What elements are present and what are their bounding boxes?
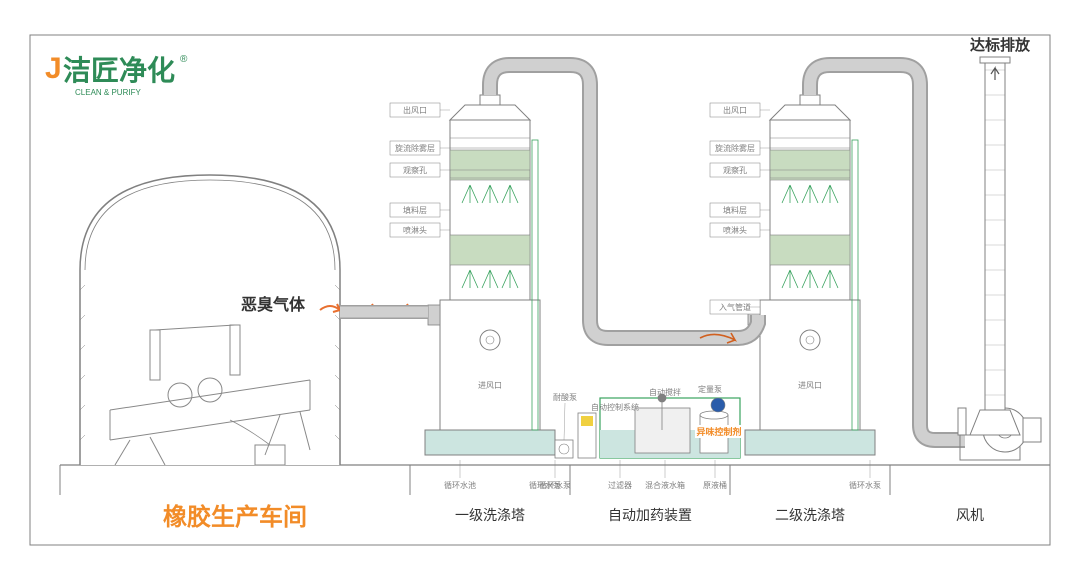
label-box: 填料层 <box>710 203 760 217</box>
label-box: 旋流除雾层 <box>710 141 760 155</box>
exhaust-stack <box>970 57 1020 435</box>
svg-text:风机: 风机 <box>956 507 984 523</box>
svg-text:循环水泵: 循环水泵 <box>849 480 881 490</box>
svg-text:自动搅拌: 自动搅拌 <box>649 387 681 397</box>
svg-text:恶臭气体: 恶臭气体 <box>241 295 306 314</box>
svg-text:过滤器: 过滤器 <box>608 480 632 490</box>
svg-text:原液桶: 原液桶 <box>703 480 727 490</box>
label-box: 喷淋头 <box>390 223 440 237</box>
label-box: 旋流除雾层 <box>390 141 440 155</box>
svg-text:出风口: 出风口 <box>403 105 427 115</box>
svg-text:CLEAN & PURIFY: CLEAN & PURIFY <box>75 88 141 97</box>
svg-text:混合液水箱: 混合液水箱 <box>645 480 685 490</box>
svg-text:自动控制系统: 自动控制系统 <box>591 402 639 412</box>
svg-text:填料层: 填料层 <box>403 205 427 215</box>
label-box: 填料层 <box>390 203 440 217</box>
svg-text:旋流除雾层: 旋流除雾层 <box>395 143 435 153</box>
label-box: 观察孔 <box>710 163 760 177</box>
svg-text:入气管道: 入气管道 <box>719 302 751 312</box>
logo: J洁匠净化 ® CLEAN & PURIFY <box>45 52 188 97</box>
label-box: 喷淋头 <box>710 223 760 237</box>
svg-text:自动加药装置: 自动加药装置 <box>608 507 692 523</box>
process-flow-diagram: J洁匠净化 ® CLEAN & PURIFY 橡胶生产车间 一级洗涤塔 自动加药装置 二级洗… <box>0 0 1080 573</box>
svg-text:循环水池: 循环水池 <box>444 480 476 490</box>
label-box: 出风口 <box>710 103 760 117</box>
svg-text:达标排放: 达标排放 <box>970 36 1031 54</box>
svg-text:异味控制剂: 异味控制剂 <box>696 426 741 437</box>
svg-text:进风口: 进风口 <box>478 381 502 390</box>
svg-text:®: ® <box>180 54 188 65</box>
svg-text:观察孔: 观察孔 <box>723 165 747 175</box>
label-box: 观察孔 <box>390 163 440 177</box>
svg-text:喷淋头: 喷淋头 <box>403 225 427 235</box>
svg-text:橡胶生产车间: 橡胶生产车间 <box>163 503 307 531</box>
svg-text:J: J <box>45 52 62 85</box>
svg-text:填料层: 填料层 <box>723 205 747 215</box>
label-box: 出风口 <box>390 103 440 117</box>
svg-text:循环水泵: 循环水泵 <box>539 480 571 490</box>
svg-text:喷淋头: 喷淋头 <box>723 225 747 235</box>
svg-text:二级洗涤塔: 二级洗涤塔 <box>775 507 845 523</box>
svg-text:耐酸泵: 耐酸泵 <box>553 392 577 402</box>
svg-text:观察孔: 观察孔 <box>403 165 427 175</box>
svg-text:定量泵: 定量泵 <box>698 384 722 394</box>
workshop-shed <box>80 175 340 465</box>
svg-text:一级洗涤塔: 一级洗涤塔 <box>455 507 525 523</box>
dosing-unit: 耐酸泵自动控制系统自动搅拌 定量泵异味控制剂过滤器 混合液水箱 原液桶 <box>553 384 743 490</box>
svg-text:洁匠净化: 洁匠净化 <box>63 55 175 86</box>
svg-text:进风口: 进风口 <box>798 381 822 390</box>
scrubber-tower-1: 进风口出风口旋流除雾层观察孔填料层喷淋头循环水泵 <box>390 95 561 490</box>
svg-text:出风口: 出风口 <box>723 105 747 115</box>
svg-text:旋流除雾层: 旋流除雾层 <box>715 143 755 153</box>
